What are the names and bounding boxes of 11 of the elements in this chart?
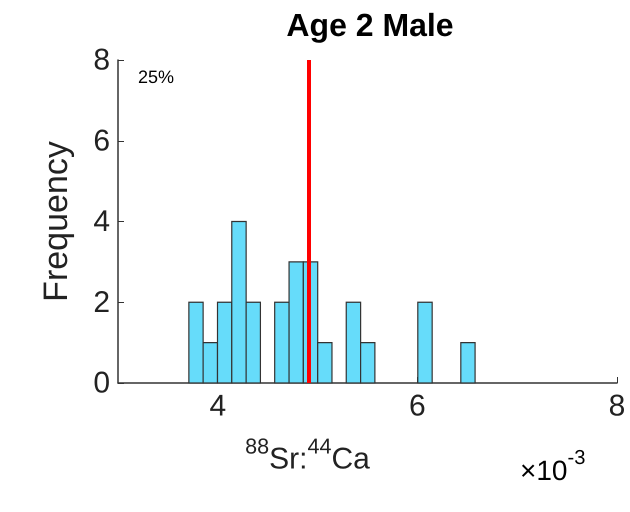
x-tick-label: 8 [608,390,626,422]
x-tick-label: 4 [209,390,226,422]
y-axis-title: Frequency [37,141,75,302]
x-tick-label: 6 [409,390,426,422]
annotation: 25% [138,67,174,87]
y-tick-label: 2 [93,286,110,319]
y-tick-label: 0 [93,366,110,400]
y-tick-label: 6 [93,124,110,158]
y-tick-label: 4 [93,205,110,238]
y-tick-label: 8 [93,44,110,76]
chart-title: Age 2 Male [286,7,454,43]
